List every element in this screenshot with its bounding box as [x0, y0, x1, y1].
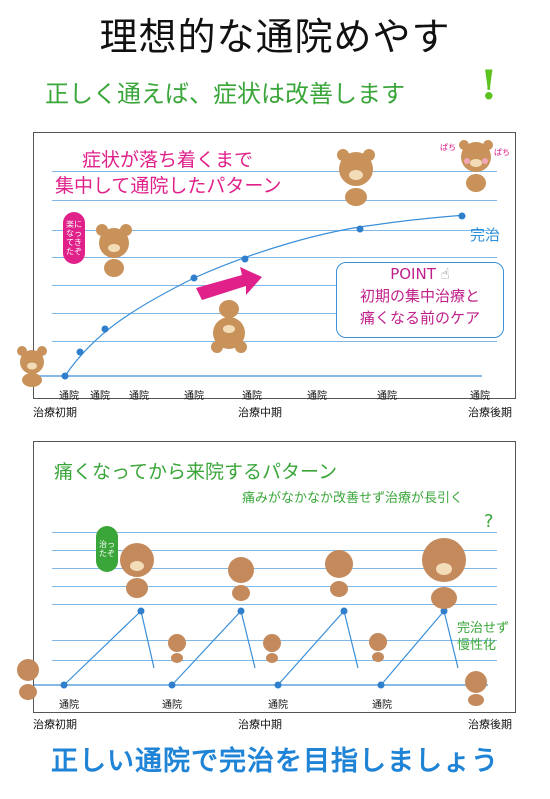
- page-subtitle: 正しく通えば、症状は改善します: [45, 80, 405, 108]
- deer-tiny-icon: [168, 634, 186, 663]
- pattern2-title: 痛くなってから来院するパターン: [54, 461, 338, 483]
- point-box: POINT ☝ 初期の集中治療と 痛くなる前のケア: [336, 262, 504, 338]
- deer-sick-icon: [17, 659, 39, 700]
- bear-pow-left: ぱち: [440, 143, 456, 152]
- visit-label: 通院: [129, 391, 149, 402]
- axis-late: 治療後期: [468, 718, 512, 731]
- chronic-line1: 完治せず: [457, 621, 510, 636]
- visit-label: 通院: [184, 391, 204, 402]
- visit-label: 通院: [470, 391, 490, 402]
- visit-label: 通院: [268, 700, 288, 711]
- axis-early: 治療初期: [33, 718, 77, 731]
- late-visit-pattern-panel: 痛くなってから来院するパターン 痛みがなかなか改善せず治療が長引く ? 治ったぞ…: [17, 441, 516, 713]
- not-cured-label: 完治せず 慢性化: [457, 620, 509, 654]
- exclamation-icon: !: [480, 62, 498, 109]
- page-title: 理想的な通院めやす: [99, 15, 451, 59]
- visit-label: 通院: [90, 391, 110, 402]
- pattern-title-line2: 集中して通院したパターン: [55, 175, 282, 197]
- ideal-curve-chart: [17, 140, 493, 387]
- axis-middle: 治療中期: [238, 406, 282, 419]
- deer-small-icon: [228, 557, 254, 601]
- pattern2-subtitle: 痛みがなかなか改善せず治療が長引く: [242, 491, 464, 506]
- visit-label: 通院: [307, 391, 327, 402]
- deer-happy-icon: [120, 543, 154, 598]
- visit-label: 通院: [59, 391, 79, 402]
- bear-upside-down-icon: [211, 300, 247, 353]
- bear-pow-right: ぱち: [494, 148, 510, 157]
- visit-label: 通院: [59, 700, 79, 711]
- deer-speech-bubble: 治ったぞ: [96, 526, 118, 572]
- bear-happy-icon: [337, 149, 375, 206]
- chronic-line2: 慢性化: [457, 638, 497, 653]
- deer-tiny-icon: [369, 633, 387, 662]
- pattern-title-line1: 症状が落ち着くまで: [82, 149, 254, 171]
- point-line1: 初期の集中治療と: [359, 287, 480, 305]
- visit-label: 通院: [242, 391, 262, 402]
- deer-puzzled-icon: [422, 538, 466, 609]
- axis-middle: 治療中期: [238, 718, 282, 731]
- deer-tiny-icon: [263, 634, 281, 663]
- visit-label: 通院: [377, 391, 397, 402]
- bear-speech-bubble: 楽になってきたぞ: [63, 212, 85, 264]
- deer-small-icon: [325, 550, 353, 597]
- bear-sitting-icon: [17, 346, 47, 387]
- question-icon: ?: [484, 511, 494, 532]
- ideal-pattern-panel: 楽になってきたぞ ぱち ぱち 症状が落ち着くまで 集中して通院したパターン 完治…: [17, 132, 516, 402]
- point-title: POINT: [390, 265, 436, 283]
- bear-jumping-icon: [96, 224, 132, 277]
- bear-clapping-icon: [459, 140, 493, 192]
- cured-label: 完治: [470, 226, 501, 244]
- finger-icon: ☝: [440, 265, 450, 283]
- deer-chronic-icon: [465, 671, 487, 706]
- visit-label: 通院: [372, 700, 392, 711]
- axis-early: 治療初期: [33, 406, 77, 419]
- bottom-message: 正しい通院で完治を目指しましょう: [51, 746, 499, 777]
- late-visit-chart: ?: [17, 511, 494, 706]
- point-line2: 痛くなる前のケア: [359, 309, 480, 327]
- visit-label: 通院: [162, 700, 182, 711]
- axis-late: 治療後期: [468, 406, 512, 419]
